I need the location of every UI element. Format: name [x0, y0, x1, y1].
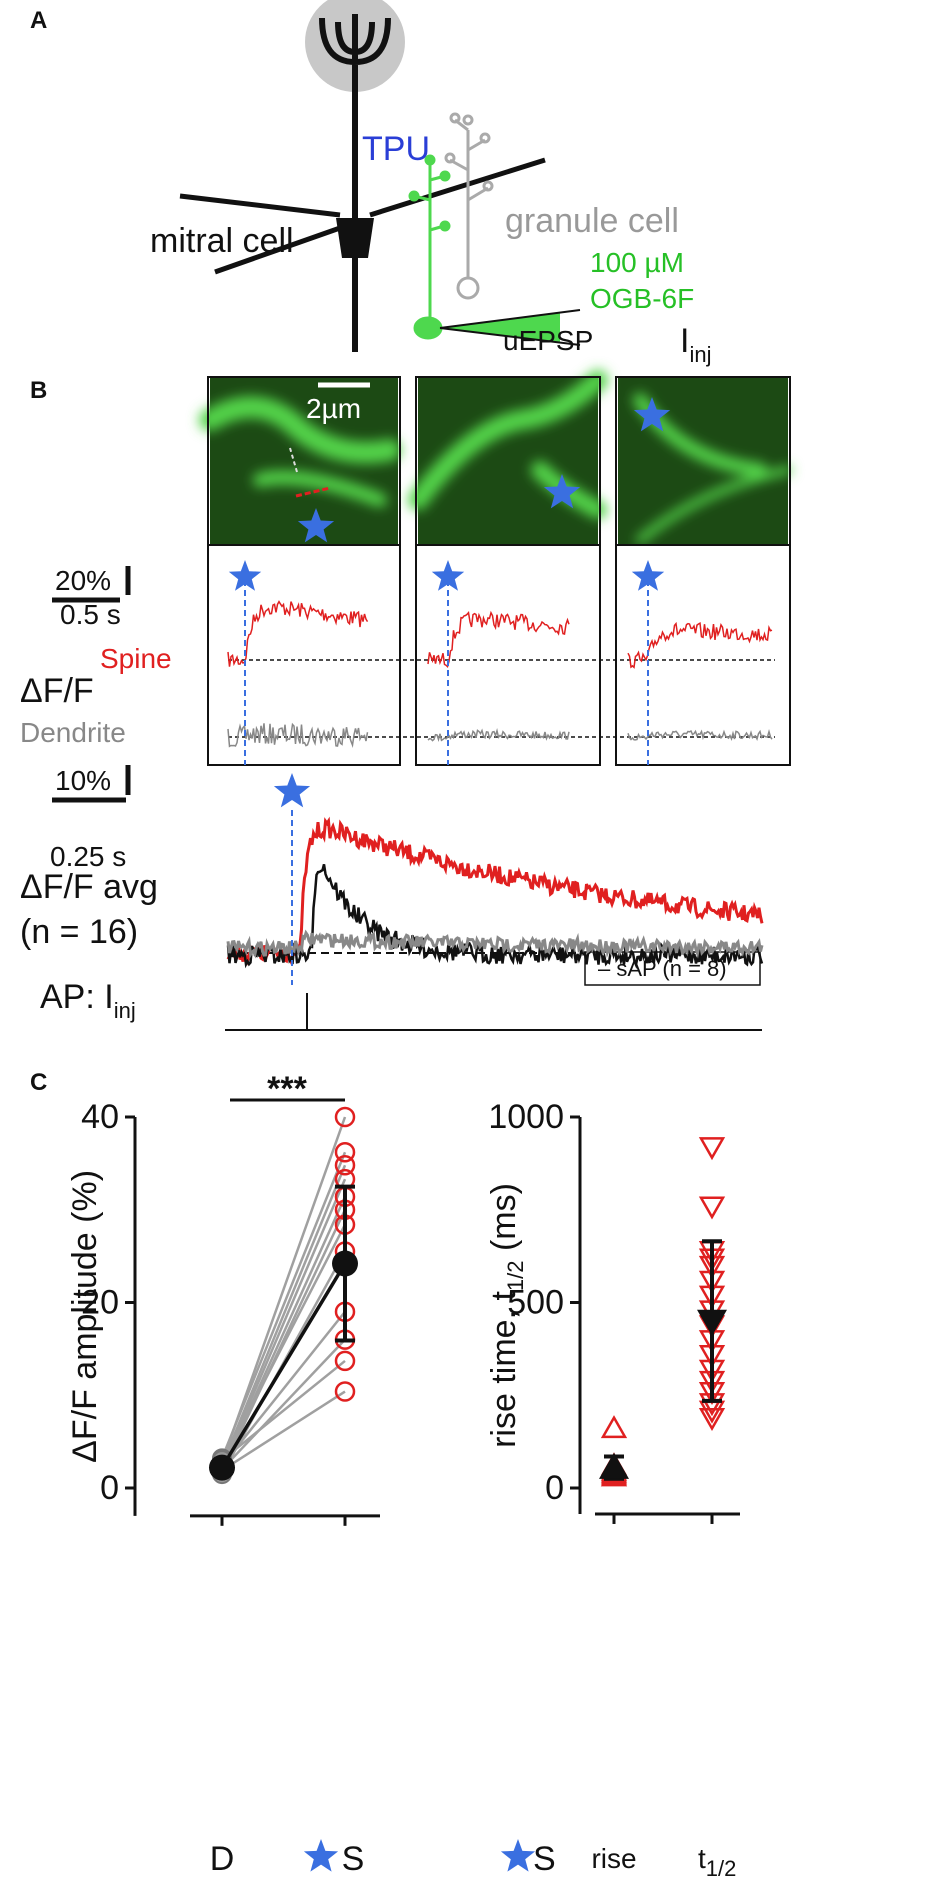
- granule-gray: [444, 112, 494, 300]
- star: [633, 397, 671, 432]
- panel-label: A: [30, 7, 47, 34]
- sub: 1/2: [706, 1856, 737, 1881]
- y-tick-label: 1000: [488, 1098, 564, 1136]
- trace: [226, 929, 764, 959]
- mitral-soma: [336, 218, 374, 258]
- y-tick-label: 0: [545, 1469, 564, 1507]
- panel-label: B: [30, 377, 47, 404]
- thalf-point: [698, 1408, 726, 1432]
- mean-point: [599, 1452, 629, 1479]
- pair-line: [221, 1359, 346, 1462]
- dye-label: OGB-6F: [590, 283, 694, 314]
- y-tick-label: 20: [81, 1284, 119, 1322]
- y-tick-label: 0: [100, 1469, 119, 1507]
- trace: [627, 728, 773, 741]
- s-point: [334, 1141, 356, 1163]
- mean-point: [697, 1309, 727, 1337]
- trace: [427, 727, 570, 743]
- dendrite-label: Dendrite: [20, 717, 126, 748]
- s-point: [334, 1350, 356, 1372]
- trace: [427, 610, 570, 668]
- sub: inj: [689, 342, 711, 367]
- star: [273, 773, 311, 808]
- uepsp-label: uEPSP: [503, 325, 593, 356]
- ylabel: rise time, t: [485, 1291, 523, 1448]
- rise-point: [600, 1415, 628, 1439]
- cat: t: [698, 1843, 706, 1874]
- ap: AP: I: [40, 978, 114, 1016]
- iinj-label: Iinj: [680, 322, 711, 367]
- trace: [226, 863, 764, 969]
- s-point: [334, 1106, 356, 1128]
- star: [543, 474, 581, 509]
- y-axis-label: rise time, t1/2 (ms): [485, 1183, 528, 1448]
- mitral-label: mitral cell: [150, 222, 294, 260]
- scale-pct: 20%: [55, 565, 111, 596]
- scale-pct: 10%: [55, 765, 111, 796]
- mean-line: [220, 1262, 347, 1469]
- y-tick-label: 40: [81, 1098, 119, 1136]
- avg-n: (n = 16): [20, 913, 138, 951]
- trace: [227, 600, 369, 667]
- thalf-point: [698, 1196, 726, 1220]
- star: [228, 560, 262, 591]
- mean-point: [209, 1454, 235, 1481]
- star: [631, 560, 665, 591]
- pair-line: [221, 1310, 346, 1467]
- pair-line: [220, 1151, 347, 1459]
- lateral-dendrite: [179, 157, 546, 275]
- star: [431, 560, 465, 591]
- scale-time: 0.5 s: [60, 599, 121, 630]
- trace: [226, 816, 764, 966]
- avg-label: ΔF/F avg: [20, 868, 158, 906]
- s-point: [334, 1381, 356, 1402]
- pair-line: [221, 1338, 346, 1471]
- spine-label: Spine: [100, 643, 172, 674]
- traces: [226, 397, 773, 985]
- thalf-point: [698, 1137, 726, 1161]
- s-point: [334, 1154, 356, 1176]
- pair-line: [220, 1178, 347, 1469]
- significance: ***: [267, 1070, 307, 1108]
- trace: [627, 621, 773, 669]
- mean-point: [332, 1250, 358, 1277]
- scale-bar: [52, 566, 131, 603]
- x-tick-label: D: [210, 1840, 235, 1878]
- x-tick-label: t1/2: [698, 1843, 736, 1881]
- trace: [227, 722, 369, 749]
- pair-line: [221, 1390, 346, 1472]
- panel-label: C: [30, 1069, 47, 1096]
- ap-trace: [225, 993, 762, 1031]
- x-tick-label: S: [342, 1840, 365, 1878]
- mitral-dendrite: [319, 14, 391, 352]
- conc-label: 100 µM: [590, 247, 684, 278]
- ylabel-unit: (ms): [485, 1183, 523, 1260]
- i: I: [680, 322, 689, 360]
- scale-bar: [52, 765, 131, 803]
- granule-label: granule cell: [505, 202, 679, 240]
- scale-um: 2µm: [306, 393, 361, 424]
- dff-label: ΔF/F: [20, 672, 94, 710]
- pair-line: [220, 1224, 347, 1465]
- pair-line: [220, 1209, 347, 1472]
- y-axis-label: ΔF/F amplitude (%): [66, 1170, 104, 1463]
- charts: 0 20 40 D S ΔF/F amplitude (%) *** 0 500 1000 rise…: [66, 1070, 740, 1881]
- star: [303, 1839, 339, 1872]
- legend-label: S: [533, 1840, 556, 1878]
- sub: inj: [114, 998, 136, 1023]
- x-tick-label: rise: [591, 1843, 636, 1874]
- pair-line: [220, 1164, 347, 1466]
- granule-green: [408, 154, 560, 342]
- star: [297, 508, 335, 543]
- ylabel-sub: 1/2: [503, 1260, 528, 1291]
- scale-time: 0.25 s: [50, 841, 126, 872]
- y-tick-label: 500: [507, 1284, 564, 1322]
- star: [500, 1839, 536, 1872]
- ap-label: AP: Iinj: [40, 978, 136, 1023]
- pipette: [439, 309, 581, 346]
- micrographs: [199, 370, 792, 766]
- tpu-label: TPU: [362, 130, 430, 168]
